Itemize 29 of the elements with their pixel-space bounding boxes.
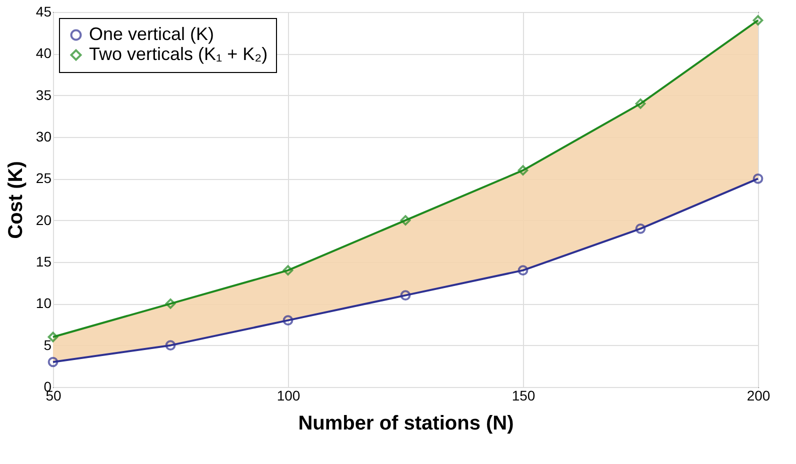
point: [165, 298, 176, 309]
point: [752, 15, 764, 26]
x-tick-label: 150: [512, 388, 536, 404]
y-tick-label: 15: [36, 254, 52, 270]
y-tick-label: 5: [44, 336, 52, 353]
x-tick-label: 100: [276, 388, 300, 404]
x-axis-title: Number of stations (N): [298, 412, 514, 434]
point: [518, 265, 528, 276]
point: [282, 265, 294, 276]
y-tick-label: 35: [36, 86, 52, 103]
point: [518, 165, 528, 176]
point: [282, 315, 294, 326]
y-tick-label: 45: [36, 4, 52, 20]
y-tick-label: 25: [36, 170, 52, 186]
point: [400, 215, 411, 226]
y-tick-label: 40: [36, 45, 52, 62]
legend-label: One vertical (K): [89, 24, 214, 44]
y-axis-title: Cost (K): [4, 161, 27, 239]
y-tick-label: 10: [36, 295, 52, 312]
y-tick-label: 20: [36, 212, 52, 228]
x-tick-label: 200: [746, 388, 770, 404]
point: [752, 173, 764, 184]
point: [400, 290, 411, 301]
point: [165, 340, 176, 351]
point: [635, 223, 646, 234]
point: [48, 356, 58, 368]
legend-label: Two verticals (K₁ + K₂): [89, 44, 268, 64]
point: [635, 98, 646, 109]
y-tick-label: 30: [36, 128, 52, 144]
